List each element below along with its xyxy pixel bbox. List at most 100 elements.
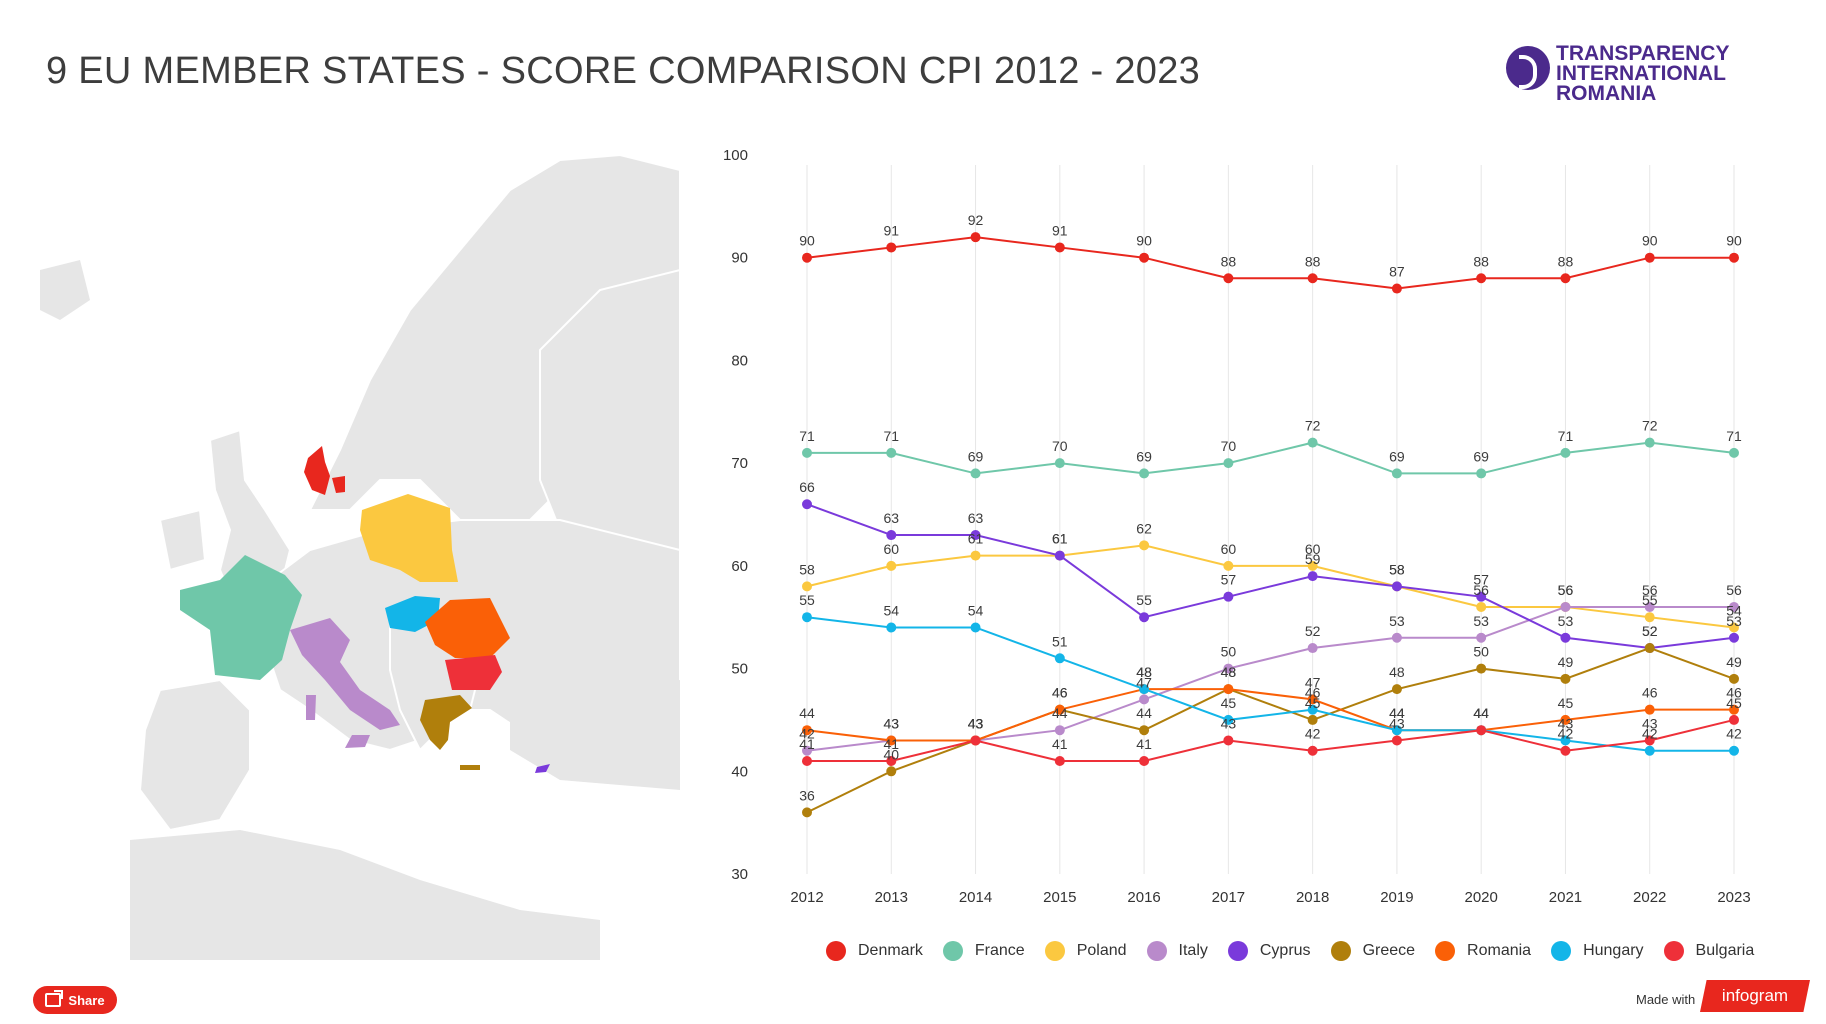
data-point-romania[interactable] [1054, 704, 1065, 715]
data-point-denmark[interactable] [886, 242, 897, 253]
data-point-bulgaria[interactable] [886, 756, 897, 767]
data-point-cyprus[interactable] [1307, 571, 1318, 582]
data-point-france[interactable] [886, 447, 897, 458]
data-point-cyprus[interactable] [886, 530, 897, 541]
data-point-bulgaria[interactable] [1223, 735, 1234, 746]
data-point-bulgaria[interactable] [1139, 756, 1150, 767]
data-point-hungary[interactable] [1223, 714, 1234, 725]
data-point-poland[interactable] [1644, 612, 1655, 623]
legend-item-poland[interactable]: Poland [1044, 941, 1127, 961]
data-point-cyprus[interactable] [1139, 612, 1150, 623]
data-point-france[interactable] [1476, 468, 1487, 479]
data-point-hungary[interactable] [1391, 725, 1402, 736]
data-point-denmark[interactable] [1307, 273, 1318, 284]
data-point-italy[interactable] [1644, 601, 1655, 612]
data-point-italy[interactable] [1139, 694, 1150, 705]
data-point-denmark[interactable] [1223, 273, 1234, 284]
legend-item-denmark[interactable]: Denmark [826, 941, 923, 961]
data-point-bulgaria[interactable] [1054, 756, 1065, 767]
data-point-cyprus[interactable] [1054, 550, 1065, 561]
data-point-greece[interactable] [1391, 684, 1402, 695]
data-point-denmark[interactable] [1560, 273, 1571, 284]
data-point-cyprus[interactable] [1391, 581, 1402, 592]
data-point-hungary[interactable] [1139, 684, 1150, 695]
data-point-greece[interactable] [802, 807, 812, 818]
data-point-denmark[interactable] [1391, 283, 1402, 294]
infogram-link[interactable]: infogram [1700, 980, 1810, 1012]
data-point-italy[interactable] [1729, 601, 1739, 612]
data-point-cyprus[interactable] [1476, 591, 1487, 602]
data-point-romania[interactable] [1223, 684, 1234, 695]
data-point-romania[interactable] [886, 735, 897, 746]
data-point-bulgaria[interactable] [1729, 714, 1739, 725]
data-point-france[interactable] [1307, 437, 1318, 448]
data-point-denmark[interactable] [1139, 252, 1150, 263]
share-button[interactable]: Share [33, 986, 117, 1014]
data-point-romania[interactable] [1307, 694, 1318, 705]
data-point-hungary[interactable] [1054, 653, 1065, 664]
data-point-france[interactable] [1644, 437, 1655, 448]
data-point-hungary[interactable] [1644, 745, 1655, 756]
legend-item-greece[interactable]: Greece [1330, 941, 1415, 961]
data-point-poland[interactable] [1307, 560, 1318, 571]
data-point-romania[interactable] [802, 725, 812, 736]
data-point-romania[interactable] [1729, 704, 1739, 715]
legend-item-romania[interactable]: Romania [1435, 941, 1531, 961]
data-point-bulgaria[interactable] [1560, 745, 1571, 756]
legend-item-italy[interactable]: Italy [1146, 941, 1208, 961]
data-point-greece[interactable] [1476, 663, 1487, 674]
data-point-bulgaria[interactable] [802, 756, 812, 767]
data-point-romania[interactable] [1644, 704, 1655, 715]
data-point-hungary[interactable] [802, 612, 812, 623]
data-point-france[interactable] [1391, 468, 1402, 479]
data-point-poland[interactable] [970, 550, 981, 561]
data-point-bulgaria[interactable] [1391, 735, 1402, 746]
data-point-poland[interactable] [802, 581, 812, 592]
data-point-bulgaria[interactable] [1644, 735, 1655, 746]
data-point-poland[interactable] [1139, 540, 1150, 551]
data-point-france[interactable] [802, 447, 812, 458]
data-point-italy[interactable] [1560, 601, 1571, 612]
data-point-bulgaria[interactable] [1476, 725, 1487, 736]
data-point-cyprus[interactable] [1223, 591, 1234, 602]
data-point-greece[interactable] [1560, 673, 1571, 684]
data-point-denmark[interactable] [1476, 273, 1487, 284]
data-point-cyprus[interactable] [1560, 632, 1571, 643]
data-point-italy[interactable] [1391, 632, 1402, 643]
legend-item-hungary[interactable]: Hungary [1551, 941, 1644, 961]
data-point-poland[interactable] [1729, 622, 1739, 633]
legend-item-france[interactable]: France [942, 941, 1025, 961]
organization-logo[interactable]: TRANSPARENCY INTERNATIONAL ROMANIA [1506, 43, 1746, 110]
data-point-hungary[interactable] [1729, 745, 1739, 756]
data-point-romania[interactable] [1560, 714, 1571, 725]
data-point-greece[interactable] [1139, 725, 1150, 736]
data-point-greece[interactable] [1729, 673, 1739, 684]
data-point-denmark[interactable] [970, 232, 981, 243]
data-point-cyprus[interactable] [802, 499, 812, 510]
data-point-bulgaria[interactable] [1307, 745, 1318, 756]
data-point-cyprus[interactable] [970, 530, 981, 541]
data-point-hungary[interactable] [1560, 735, 1571, 746]
data-point-hungary[interactable] [970, 622, 981, 633]
data-point-cyprus[interactable] [1729, 632, 1739, 643]
data-point-france[interactable] [1223, 458, 1234, 469]
data-point-greece[interactable] [1307, 714, 1318, 725]
data-point-italy[interactable] [1054, 725, 1065, 736]
data-point-greece[interactable] [886, 766, 897, 777]
data-point-poland[interactable] [886, 560, 897, 571]
data-point-italy[interactable] [1307, 643, 1318, 654]
legend-item-bulgaria[interactable]: Bulgaria [1663, 941, 1754, 961]
legend-item-cyprus[interactable]: Cyprus [1227, 941, 1311, 961]
data-point-france[interactable] [1560, 447, 1571, 458]
data-point-denmark[interactable] [802, 252, 812, 263]
data-point-france[interactable] [970, 468, 981, 479]
data-point-italy[interactable] [1223, 663, 1234, 674]
data-point-france[interactable] [1139, 468, 1150, 479]
data-point-hungary[interactable] [886, 622, 897, 633]
data-point-poland[interactable] [1476, 601, 1487, 612]
data-point-denmark[interactable] [1054, 242, 1065, 253]
data-point-poland[interactable] [1223, 560, 1234, 571]
data-point-italy[interactable] [1476, 632, 1487, 643]
data-point-greece[interactable] [1644, 643, 1655, 654]
data-point-france[interactable] [1729, 447, 1739, 458]
